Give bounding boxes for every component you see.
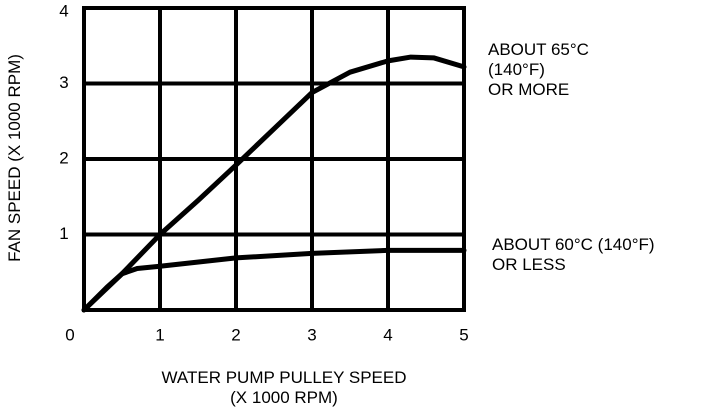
x-tick-label: 0 — [65, 325, 74, 344]
x-tick-label: 5 — [459, 325, 468, 344]
y-axis-label: FAN SPEED (X 1000 RPM) — [5, 54, 24, 262]
x-tick-label: 1 — [155, 325, 164, 344]
y-tick-label: 4 — [59, 1, 68, 20]
x-tick-label: 2 — [231, 325, 240, 344]
y-tick-label: 3 — [59, 73, 68, 92]
series-line — [81, 247, 467, 313]
series-label: ABOUT 65°C (140°F) OR MORE — [488, 40, 589, 99]
y-tick-label: 2 — [59, 148, 68, 167]
x-tick-label: 3 — [307, 325, 316, 344]
series-line — [81, 54, 467, 313]
y-tick-label: 1 — [59, 224, 68, 243]
x-tick-label: 4 — [383, 325, 392, 344]
x-axis-label: WATER PUMP PULLEY SPEED (X 1000 RPM) — [161, 368, 407, 407]
series-label: ABOUT 60°C (140°F) OR LESS — [492, 235, 655, 274]
